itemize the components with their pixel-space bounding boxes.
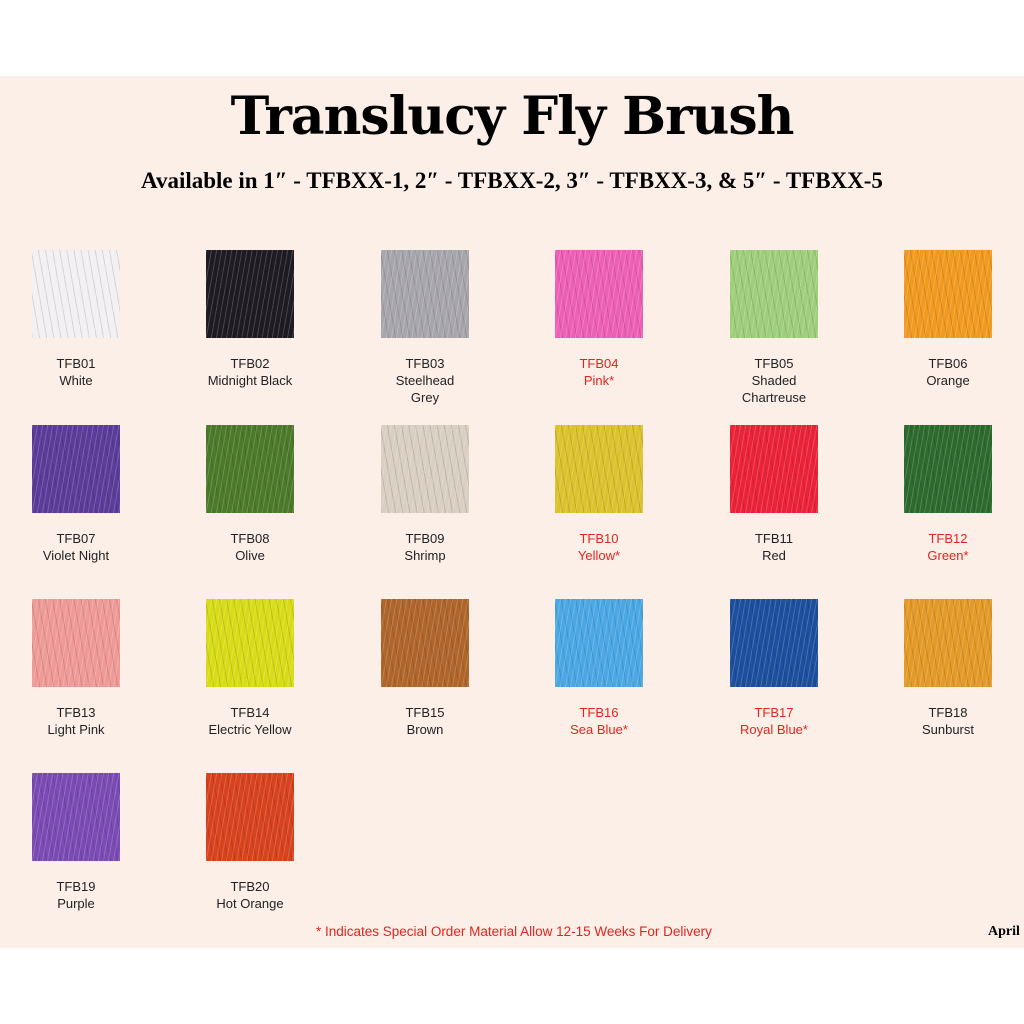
swatch-item: TFB10 Yellow* [529, 425, 669, 564]
item-code: TFB14 [230, 705, 270, 720]
item-name: Shaded Chartreuse [741, 373, 807, 405]
color-swatch [904, 250, 992, 338]
color-swatch [32, 425, 120, 513]
item-code: TFB19 [56, 879, 96, 894]
item-name: Steelhead Grey [395, 373, 455, 405]
item-code: TFB05 [754, 356, 794, 371]
swatch-item: TFB14 Electric Yellow [180, 599, 320, 738]
color-swatch [555, 599, 643, 687]
item-name: Purple [57, 896, 95, 911]
swatch-item: TFB06 Orange [878, 250, 1018, 389]
catalog-sheet: Translucy Fly Brush Available in 1″ - TF… [0, 76, 1024, 948]
color-swatch [381, 599, 469, 687]
item-code: TFB20 [230, 879, 270, 894]
swatch-item: TFB17 Royal Blue* [704, 599, 844, 738]
color-swatch [206, 425, 294, 513]
swatch-item: TFB12 Green* [878, 425, 1018, 564]
item-name: Shrimp [404, 548, 446, 563]
color-swatch [730, 599, 818, 687]
item-code: TFB01 [56, 356, 96, 371]
swatch-item: TFB18 Sunburst [878, 599, 1018, 738]
item-code: TFB17 [754, 705, 794, 720]
swatch-item: TFB04 Pink* [529, 250, 669, 389]
swatch-item: TFB07 Violet Night [6, 425, 146, 564]
item-code: TFB02 [230, 356, 270, 371]
color-swatch [904, 599, 992, 687]
item-name: Orange [926, 373, 970, 388]
item-code: TFB18 [928, 705, 968, 720]
color-swatch [32, 773, 120, 861]
color-swatch [904, 425, 992, 513]
page-subtitle: Available in 1″ - TFBXX-1, 2″ - TFBXX-2,… [141, 168, 883, 193]
swatch-item: TFB02 Midnight Black [180, 250, 320, 389]
swatch-item: TFB13 Light Pink [6, 599, 146, 738]
item-code: TFB08 [230, 531, 270, 546]
item-code: TFB07 [56, 531, 96, 546]
swatch-item: TFB16 Sea Blue* [529, 599, 669, 738]
item-name: Sea Blue* [570, 722, 628, 737]
item-name: Olive [235, 548, 265, 563]
special-order-note: * Indicates Special Order Material Allow… [316, 924, 712, 939]
color-swatch [32, 250, 120, 338]
item-name: Sunburst [921, 722, 975, 737]
item-code: TFB15 [405, 705, 445, 720]
item-name: Electric Yellow [208, 722, 292, 737]
item-name: Green* [927, 548, 969, 563]
item-code: TFB09 [405, 531, 445, 546]
item-name: Light Pink [47, 722, 105, 737]
item-name: Red [762, 548, 786, 563]
color-swatch [206, 250, 294, 338]
swatch-item: TFB15 Brown [355, 599, 495, 738]
swatch-item: TFB11 Red [704, 425, 844, 564]
date-label: April [988, 924, 1020, 939]
swatch-item: TFB19 Purple [6, 773, 146, 912]
item-code: TFB10 [579, 531, 619, 546]
item-code: TFB13 [56, 705, 96, 720]
color-swatch [381, 425, 469, 513]
item-name: Royal Blue* [740, 722, 808, 737]
color-swatch [206, 599, 294, 687]
item-name: Pink* [583, 373, 615, 388]
item-code: TFB16 [579, 705, 619, 720]
color-swatch [381, 250, 469, 338]
color-swatch [555, 425, 643, 513]
item-code: TFB03 [405, 356, 445, 371]
color-swatch [730, 250, 818, 338]
item-name: Violet Night [42, 548, 110, 563]
swatch-item: TFB08 Olive [180, 425, 320, 564]
item-code: TFB06 [928, 356, 968, 371]
item-code: TFB04 [579, 356, 619, 371]
item-name: Hot Orange [216, 896, 284, 911]
swatch-item: TFB05 Shaded Chartreuse [704, 250, 844, 406]
page-title: Translucy Fly Brush [230, 86, 795, 147]
swatch-item: TFB01 White [6, 250, 146, 389]
item-name: Midnight Black [207, 373, 293, 388]
swatch-item: TFB03 Steelhead Grey [355, 250, 495, 406]
color-swatch [555, 250, 643, 338]
item-code: TFB11 [754, 531, 794, 546]
color-swatch [730, 425, 818, 513]
item-name: White [59, 373, 93, 388]
item-name: Brown [406, 722, 444, 737]
swatch-item: TFB09 Shrimp [355, 425, 495, 564]
swatch-item: TFB20 Hot Orange [180, 773, 320, 912]
item-name: Yellow* [577, 548, 621, 563]
color-swatch [32, 599, 120, 687]
item-code: TFB12 [928, 531, 968, 546]
color-swatch [206, 773, 294, 861]
